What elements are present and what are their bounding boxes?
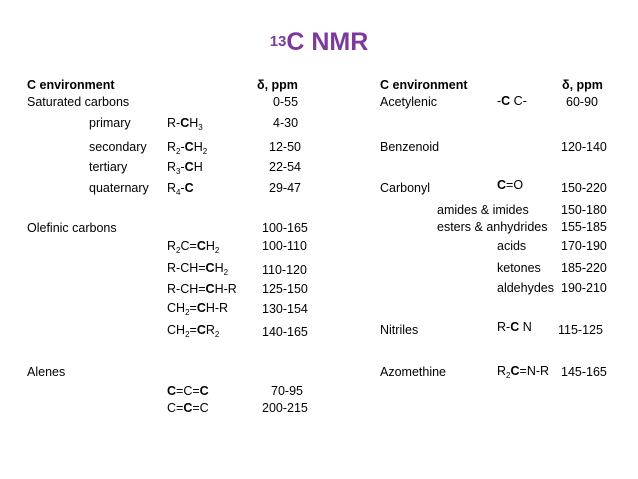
page-title: 13C NMR (0, 28, 638, 57)
azomethine-formula-clip: R2C=N-R (496, 363, 558, 381)
olefin-r2c-range: 100-110 (262, 239, 307, 253)
right-header-environment: C environment (380, 78, 468, 92)
carbonyl-range: 150-220 (561, 181, 607, 195)
esters-label-clip: esters & anhydrides (436, 219, 557, 236)
tertiary-formula: R3-CH (167, 160, 203, 176)
esters-label: esters & anhydrides (437, 220, 548, 234)
nitriles-formula: R-C N (497, 320, 532, 334)
acids-range: 170-190 (561, 239, 607, 253)
benzenoid-label: Benzenoid (380, 140, 440, 154)
acetylenic-range: 60-90 (566, 95, 598, 109)
olefin-rch-ch2-range: 110-120 (262, 263, 307, 277)
quaternary-label: quaternary (89, 181, 149, 195)
ketones-range: 185-220 (561, 261, 607, 275)
saturated-range: 0-55 (273, 95, 299, 109)
aldehydes-label: aldehydes (497, 281, 554, 295)
olefin-ch2-cr2-range: 140-165 (262, 325, 308, 339)
saturated-label: Saturated carbons (27, 95, 130, 109)
azomethine-range: 145-165 (561, 365, 607, 379)
amides-range: 150-180 (561, 203, 607, 217)
acids-label: acids (497, 239, 527, 253)
alenes-label: Alenes (27, 365, 66, 379)
olefin-ch2-chr-formula: CH2=CH-R (167, 301, 229, 317)
azomethine-label: Azomethine (380, 365, 447, 379)
olefin-ch2-cr2-formula: CH2=CR2 (167, 323, 220, 339)
acetylenic-formula: -C C- (497, 94, 527, 108)
nitriles-range: 115-125 (558, 323, 603, 337)
olefin-ch2-chr-range: 130-154 (262, 302, 308, 316)
quaternary-range: 29-47 (269, 181, 301, 195)
allene-central-formula: C=C=C (167, 401, 209, 415)
ketones-label: ketones (497, 261, 541, 275)
olefin-rch-ch2-formula: R-CH=CH2 (167, 261, 229, 277)
amides-label: amides & imides (437, 203, 529, 217)
olefinic-range: 100-165 (262, 221, 308, 235)
nitriles-label: Nitriles (380, 323, 419, 337)
title-text: C NMR (286, 28, 369, 56)
allene-terminal-formula: C=C=C (167, 384, 209, 398)
carbonyl-formula: C=O (497, 178, 524, 192)
olefinic-label: Olefinic carbons (27, 221, 117, 235)
secondary-range: 12-50 (269, 140, 301, 154)
secondary-label: secondary (89, 140, 147, 154)
allene-central-range: 200-215 (262, 401, 308, 415)
tertiary-range: 22-54 (269, 160, 301, 174)
right-header-ppm: δ, ppm (562, 78, 603, 92)
tertiary-label: tertiary (89, 160, 128, 174)
esters-range: 155-185 (561, 220, 607, 234)
left-header-ppm: δ, ppm (257, 78, 298, 92)
olefin-rch-chr-formula: R-CH=CH-R (167, 282, 237, 296)
primary-label: primary (89, 116, 131, 130)
azomethine-formula: R2C=N-R (497, 364, 550, 380)
acetylenic-label: Acetylenic (380, 95, 437, 109)
olefin-r2c-formula: R2C=CH2 (167, 239, 220, 255)
aldehydes-label-clip: aldehydes (496, 280, 557, 297)
left-header-environment: C environment (27, 78, 115, 92)
benzenoid-range: 120-140 (561, 140, 607, 154)
aldehydes-range: 190-210 (561, 281, 607, 295)
primary-formula: R-CH3 (167, 116, 203, 132)
quaternary-formula: R4-C (167, 181, 194, 197)
secondary-formula: R2-CH2 (167, 140, 208, 156)
olefin-rch-chr-range: 125-150 (262, 282, 308, 296)
primary-range: 4-30 (273, 116, 299, 130)
carbonyl-label: Carbonyl (380, 181, 431, 195)
allene-terminal-range: 70-95 (271, 384, 303, 398)
title-superscript: 13 (269, 33, 287, 50)
